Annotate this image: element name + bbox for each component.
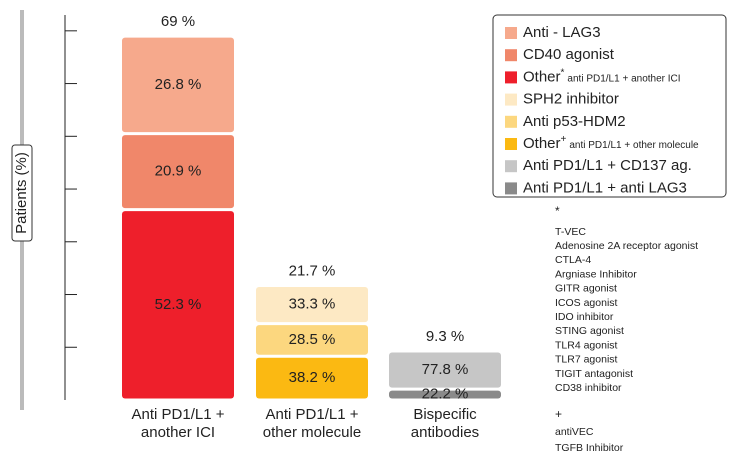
legend-swatch — [505, 71, 517, 84]
bar-segment — [389, 390, 501, 399]
legend-name: Other — [523, 68, 561, 85]
note-item: STING agonist — [555, 325, 624, 337]
legend-entry: Other*anti PD1/L1 + another ICI — [523, 67, 681, 85]
bar-segment — [122, 211, 234, 399]
value-label: 26.8 % — [155, 76, 202, 93]
value-label: 38.2 % — [289, 369, 336, 386]
note-item: CD38 inhibitor — [555, 382, 622, 394]
legend-swatch — [505, 27, 517, 39]
total-label: 69 % — [161, 13, 195, 30]
legend-swatch — [505, 115, 517, 128]
note-symbol: + — [555, 407, 562, 421]
legend-entry: Anti p53-HDM2 — [523, 113, 626, 130]
note-item: TLR7 agonist — [555, 354, 618, 366]
legend-entry: SPH2 inhibitor — [523, 91, 619, 108]
note-item: ICOS agonist — [555, 297, 618, 309]
bar-segment — [122, 37, 234, 133]
note-item: TGFB Inhibitor — [555, 442, 624, 452]
legend-detail: anti PD1/L1 + another ICI — [567, 73, 680, 84]
note-item: GITR agonist — [555, 283, 617, 295]
note-item: Argniase Inhibitor — [555, 268, 637, 280]
total-label: 9.3 % — [426, 328, 464, 345]
value-label: 20.9 % — [155, 163, 202, 180]
legend-mark: * — [561, 67, 565, 78]
value-label: 77.8 % — [422, 361, 469, 378]
note-item: Adenosine 2A receptor agonist — [555, 240, 698, 252]
legend-name: Anti PD1/L1 + CD137 ag. — [523, 157, 692, 174]
bar-segment — [122, 135, 234, 209]
legend-name: SPH2 inhibitor — [523, 91, 619, 108]
x-tick-label: Anti PD1/L1 + another ICI — [131, 406, 225, 441]
legend-name: Anti p53-HDM2 — [523, 113, 626, 130]
legend-name: Anti - LAG3 — [523, 24, 601, 41]
legend-swatch — [505, 182, 517, 195]
legend-swatch — [505, 49, 517, 62]
value-label: 33.3 % — [289, 296, 336, 313]
y-axis-label: Patients (%) — [13, 152, 30, 234]
x-tick-label: Anti PD1/L1 + other molecule — [262, 406, 362, 441]
legend-swatch — [505, 160, 517, 173]
value-label: 28.5 % — [289, 331, 336, 348]
x-tick-label: Bispecific antibodies — [410, 406, 480, 441]
bar-segment — [256, 287, 368, 323]
legend-name: Anti PD1/L1 + anti LAG3 — [523, 179, 687, 196]
legend-entry: Anti PD1/L1 + anti LAG3 — [523, 179, 687, 196]
legend-name: Other — [523, 135, 561, 152]
y-label-box — [11, 144, 33, 242]
note-item: T-VEC — [555, 226, 586, 238]
bar-segment — [389, 352, 501, 388]
legend-swatch — [505, 93, 517, 106]
legend-entry: Other+anti PD1/L1 + other molecule — [523, 134, 699, 152]
legend-name: CD40 agonist — [523, 46, 615, 63]
legend-entry: Anti - LAG3 — [523, 24, 601, 41]
legend-detail: anti PD1/L1 + other molecule — [569, 140, 699, 151]
legend-mark: + — [561, 134, 567, 145]
bar-segment — [256, 357, 368, 399]
bar-segment — [256, 325, 368, 355]
value-label: 52.3 % — [155, 296, 202, 313]
legend-entry: CD40 agonist — [523, 46, 615, 63]
legend-box — [492, 14, 727, 198]
legend-entry: Anti PD1/L1 + CD137 ag. — [523, 157, 692, 174]
note-item: antiVEC — [555, 426, 594, 438]
note-item: TIGIT antagonist — [555, 368, 633, 380]
note-item: TLR4 agonist — [555, 339, 618, 351]
legend-swatch — [505, 138, 517, 150]
total-label: 21.7 % — [289, 263, 336, 280]
note-item: CTLA-4 — [555, 254, 591, 266]
note-item: IDO inhibitor — [555, 311, 614, 323]
value-label: 22.2 % — [422, 386, 469, 403]
note-symbol: * — [555, 204, 560, 218]
